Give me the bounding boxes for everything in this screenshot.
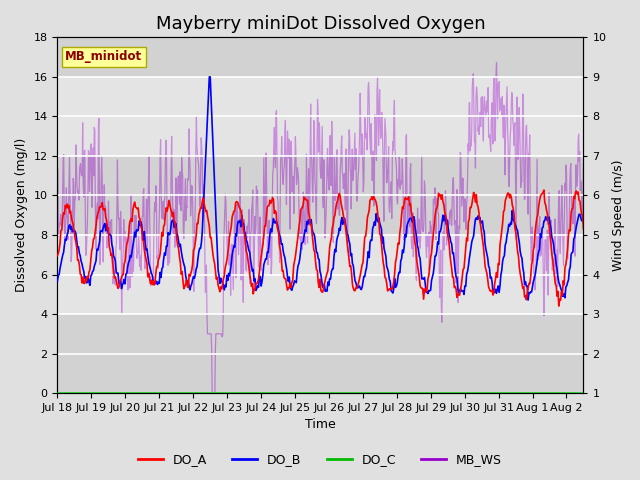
Bar [58,77,584,156]
Bar [58,156,584,235]
Legend: DO_A, DO_B, DO_C, MB_WS: DO_A, DO_B, DO_C, MB_WS [133,448,507,471]
Bar [58,314,584,393]
Title: Mayberry miniDot Dissolved Oxygen: Mayberry miniDot Dissolved Oxygen [156,15,485,33]
Text: MB_minidot: MB_minidot [65,50,143,63]
Y-axis label: Wind Speed (m/s): Wind Speed (m/s) [612,159,625,271]
Y-axis label: Dissolved Oxygen (mg/l): Dissolved Oxygen (mg/l) [15,138,28,292]
Bar [58,235,584,314]
Bar [58,37,584,77]
X-axis label: Time: Time [305,419,336,432]
